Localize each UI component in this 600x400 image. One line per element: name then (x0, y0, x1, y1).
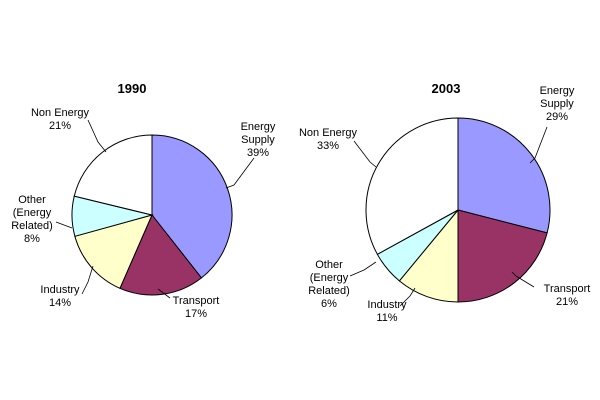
slice-label-2003-non-energy: Non Energy 33% (299, 127, 358, 152)
leader-line-2003-non-energy (353, 140, 377, 168)
leader-line-1990-energy-supply (225, 157, 255, 189)
pie-slice-1990-industry (74, 214, 153, 289)
chart-title-2003: 2003 (432, 81, 461, 96)
leader-line-1990-non-energy (87, 119, 107, 153)
slice-label-1990-energy-supply: Energy Supply 39% (241, 121, 276, 159)
slice-label-2003-other-energy-related: Other (Energy Related) 6% (308, 259, 350, 310)
slice-label-2003-transport: Transport 21% (544, 283, 591, 308)
leader-line-1990-other-energy-related (55, 221, 73, 229)
chart-title-1990: 1990 (118, 81, 147, 96)
slice-label-1990-non-energy: Non Energy 21% (31, 107, 90, 132)
slice-label-1990-industry: Industry 14% (40, 284, 80, 309)
leader-line-2003-transport (511, 271, 535, 288)
pie-slice-1990-non-energy (73, 134, 153, 216)
pie-slice-1990-energy-supply (151, 134, 233, 279)
slice-label-2003-industry: Industry 11% (367, 299, 407, 324)
pie-slice-2003-energy-supply (457, 117, 551, 234)
leader-line-1990-industry (81, 265, 94, 295)
pie-slice-1990-transport (119, 214, 203, 296)
leader-line-2003-industry (399, 287, 416, 307)
leader-line-2003-other-energy-related (349, 261, 377, 277)
slice-label-1990-transport: Transport 17% (173, 295, 220, 320)
pie-slice-2003-transport (457, 209, 548, 303)
leader-line-2003-energy-supply (529, 126, 548, 164)
slice-label-2003-energy-supply: Energy Supply 29% (540, 85, 575, 123)
pie-slice-2003-non-energy (365, 117, 459, 255)
slice-label-1990-other-energy-related: Other (Energy Related) 8% (11, 194, 53, 245)
leader-line-1990-transport (157, 288, 171, 299)
